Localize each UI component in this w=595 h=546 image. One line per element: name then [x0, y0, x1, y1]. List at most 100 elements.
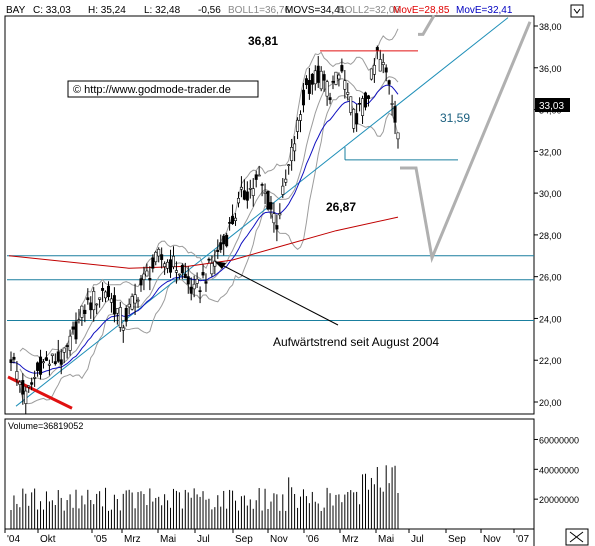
- candle-body: [337, 74, 341, 80]
- candle-body: [142, 273, 146, 280]
- projection-path: [400, 21, 532, 264]
- candle-body: [310, 73, 314, 85]
- candle-body: [287, 164, 291, 166]
- time-tick-label: Mrz: [342, 534, 359, 545]
- candle-body: [30, 382, 34, 385]
- time-tick-label: Mrz: [124, 534, 141, 545]
- time-axis: '04 Okt '05 Mrz Mai Jul Sep Nov '06 Mrz Mai Jul Sep N…: [4, 529, 529, 545]
- downtrend-line: [7, 375, 73, 410]
- trend-arrow-head: [214, 261, 226, 269]
- volume-tick-label: 40000000: [539, 465, 579, 475]
- candle-body: [343, 80, 347, 90]
- candle-body: [130, 296, 134, 310]
- candle-body: [189, 286, 193, 294]
- price-tick-label: 36,00: [539, 64, 562, 74]
- candle-body: [355, 113, 359, 125]
- candle-body: [41, 361, 45, 364]
- logo-mark: [565, 528, 589, 546]
- candle-body: [118, 307, 122, 328]
- candle-body: [186, 276, 190, 285]
- candle-body: [65, 345, 69, 347]
- candle-body: [89, 302, 93, 311]
- candle-body: [219, 242, 223, 250]
- candle-body: [59, 359, 63, 365]
- candle-body: [366, 95, 370, 99]
- candle-body: [39, 356, 43, 375]
- candle-body: [334, 71, 338, 85]
- candle-body: [198, 290, 202, 292]
- candle-body: [166, 261, 170, 269]
- volume-tick-label: 60000000: [539, 435, 579, 445]
- candle-body: [304, 78, 308, 86]
- last-price-value: 33,03: [539, 101, 564, 112]
- candle-body: [346, 92, 350, 95]
- candle-body: [24, 390, 28, 404]
- candle-body: [36, 362, 40, 371]
- candle-body: [257, 174, 261, 177]
- settings-icon[interactable]: [570, 4, 584, 18]
- trend-arrow-line: [219, 263, 339, 326]
- candle-body: [86, 297, 90, 301]
- ema-slow-line: [8, 216, 399, 269]
- header-symbol: BAY: [6, 5, 26, 16]
- high-label: 36,81: [248, 34, 278, 48]
- candlesticks: [9, 45, 400, 415]
- candle-body: [109, 298, 113, 303]
- time-tick-label: Sep: [235, 534, 253, 545]
- candle-body: [33, 376, 37, 379]
- candle-body: [154, 251, 158, 263]
- candle-body: [171, 255, 175, 267]
- candle-body: [301, 89, 305, 106]
- candle-body: [15, 371, 19, 380]
- time-tick-label: Okt: [40, 534, 56, 545]
- candle-body: [139, 278, 143, 286]
- candle-body: [358, 102, 362, 105]
- header-boll1: BOLL1=36,76: [228, 5, 290, 16]
- candle-body: [115, 308, 119, 314]
- bollinger-lower: [19, 95, 399, 405]
- candle-body: [192, 283, 196, 290]
- candle-body: [275, 225, 279, 230]
- trendlines: [7, 17, 509, 410]
- candle-body: [18, 381, 22, 385]
- candle-body: [293, 143, 297, 152]
- candle-body: [272, 213, 276, 224]
- candle-body: [27, 385, 31, 388]
- candle-body: [228, 222, 232, 224]
- candle-body: [106, 285, 110, 298]
- candle-body: [278, 213, 282, 216]
- candle-body: [148, 278, 152, 281]
- candle-body: [71, 326, 75, 330]
- candle-body: [364, 92, 368, 108]
- header-move-blue: MovE=32,41: [456, 5, 513, 16]
- candle-body: [12, 356, 16, 360]
- candle-body: [74, 321, 78, 340]
- header-movs: MOVS=34,41: [285, 5, 346, 16]
- candle-body: [136, 299, 140, 302]
- candle-body: [169, 259, 173, 273]
- time-tick-label: Jul: [197, 534, 210, 545]
- watermark: © http://www.godmode-trader.de: [67, 80, 259, 98]
- ema-fast-line: [10, 84, 399, 374]
- candle-body: [222, 235, 226, 245]
- candle-body: [231, 215, 235, 225]
- candle-body: [157, 249, 161, 257]
- candle-body: [9, 359, 13, 363]
- annotations: [214, 14, 532, 326]
- candle-body: [95, 303, 99, 306]
- candle-body: [83, 309, 87, 314]
- candle-body: [207, 258, 211, 261]
- price-tick-label: 30,00: [539, 189, 562, 199]
- candle-body: [251, 188, 255, 196]
- candle-body: [296, 119, 300, 132]
- candle-body: [307, 80, 311, 94]
- candle-body: [390, 103, 394, 105]
- moving-averages: [8, 84, 399, 374]
- time-tick-label: Sep: [448, 534, 466, 545]
- candle-body: [361, 98, 365, 116]
- time-tick-label: Mai: [378, 534, 394, 545]
- candle-body: [328, 97, 332, 101]
- candle-body: [236, 197, 240, 204]
- watermark-text: © http://www.godmode-trader.de: [73, 84, 231, 96]
- candle-body: [213, 260, 217, 267]
